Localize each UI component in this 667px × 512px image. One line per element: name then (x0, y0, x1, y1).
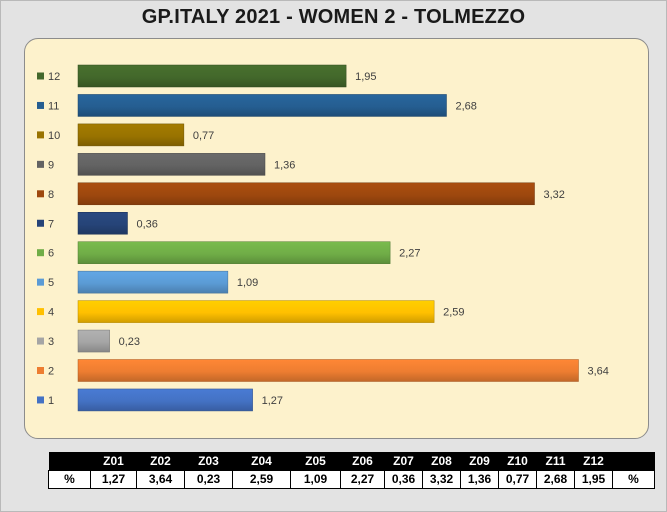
bar-8 (77, 182, 535, 206)
value-label-1: 1,27 (262, 395, 283, 407)
bar-5 (77, 270, 229, 294)
bar-7 (77, 212, 128, 235)
value-label-10: 0,77 (193, 130, 214, 142)
legend-label-7: 7 (48, 218, 54, 230)
legend-marker-1 (37, 396, 44, 404)
table-header-cell: Z03 (184, 452, 233, 470)
value-label-6: 2,27 (399, 248, 420, 260)
table-value-cell: 3,32 (422, 469, 461, 489)
table-header-cell: Z04 (232, 452, 291, 470)
bar-11 (77, 94, 447, 117)
legend-marker-5 (37, 278, 44, 286)
table-header-cell: Z07 (384, 452, 423, 470)
table-header-cell: Z02 (136, 452, 185, 470)
legend-label-3: 3 (48, 336, 54, 348)
table-value-cell: 1,36 (460, 469, 499, 489)
value-label-5: 1,09 (237, 277, 258, 289)
legend-marker-10 (37, 131, 44, 139)
table-value-cell: 0,77 (498, 469, 537, 489)
table-header-cell (612, 452, 655, 470)
table-header-cell: Z05 (290, 452, 341, 470)
table-value-cell: 0,36 (384, 469, 423, 489)
legend-label-5: 5 (48, 277, 54, 289)
legend-marker-2 (37, 367, 44, 374)
legend-label-1: 1 (48, 395, 54, 407)
legend-label-4: 4 (48, 307, 54, 319)
value-label-3: 0,23 (119, 336, 140, 348)
table-value-cell: 1,95 (574, 469, 613, 489)
table-header-cell: Z11 (536, 452, 575, 470)
table-header-cell: Z01 (90, 452, 137, 470)
bar-10 (77, 123, 185, 147)
value-label-7: 0,36 (137, 218, 158, 230)
legend-label-11: 11 (48, 100, 59, 112)
legend-marker-4 (37, 308, 44, 316)
legend-label-2: 2 (48, 366, 54, 378)
table-header-cell: Z12 (574, 452, 613, 470)
table-header-row: Z01 Z02 Z03 Z04 Z05 Z06 Z07 Z08 Z09 Z10 Z11 Z12 (48, 452, 655, 470)
legend-marker-8 (37, 190, 44, 198)
legend-label-6: 6 (48, 248, 54, 260)
table-value-cell: 2,68 (536, 469, 575, 489)
value-label-2: 3,64 (588, 366, 609, 378)
data-table: Z01 Z02 Z03 Z04 Z05 Z06 Z07 Z08 Z09 Z10 Z11 Z12 % 1,… (48, 452, 655, 489)
legend-marker-7 (37, 219, 44, 227)
value-label-12: 1,95 (355, 71, 376, 83)
bar-3 (77, 329, 110, 353)
legend-marker-3 (37, 337, 44, 345)
table-value-cell: 2,59 (232, 469, 291, 489)
table-header-cell: Z06 (340, 452, 385, 470)
bar-9 (77, 153, 266, 176)
table-value-cell: 3,64 (136, 469, 185, 489)
value-label-8: 3,32 (544, 189, 565, 201)
table-value-cell: % (612, 469, 655, 489)
table-header-cell (48, 452, 91, 470)
bar-2 (77, 359, 579, 382)
table-value-row: % 1,27 3,64 0,23 2,59 1,09 2,27 0,36 3,32 1,36 0,7… (48, 469, 655, 489)
table-header-cell: Z08 (422, 452, 461, 470)
bar-12 (77, 64, 347, 88)
legend-label-8: 8 (48, 189, 54, 201)
bar-1 (77, 388, 253, 412)
table-header-cell: Z09 (460, 452, 499, 470)
bar-4 (77, 300, 435, 323)
legend-marker-6 (37, 249, 44, 257)
legend-marker-11 (37, 101, 44, 109)
table-value-cell: 1,09 (290, 469, 341, 489)
table-value-cell: % (48, 469, 91, 489)
legend-marker-12 (37, 72, 44, 80)
legend-label-9: 9 (48, 159, 54, 171)
value-label-9: 1,36 (274, 159, 295, 171)
bar-6 (77, 241, 391, 264)
chart-title: GP.ITALY 2021 - WOMEN 2 - TOLMEZZO (141, 6, 526, 28)
legend-marker-9 (37, 160, 44, 168)
value-label-11: 2,68 (456, 100, 477, 112)
legend-label-10: 10 (48, 130, 60, 142)
value-label-4: 2,59 (443, 307, 464, 319)
table-value-cell: 2,27 (340, 469, 385, 489)
legend-label-12: 12 (48, 71, 60, 83)
table-value-cell: 0,23 (184, 469, 233, 489)
table-value-cell: 1,27 (90, 469, 137, 489)
table-header-cell: Z10 (498, 452, 537, 470)
